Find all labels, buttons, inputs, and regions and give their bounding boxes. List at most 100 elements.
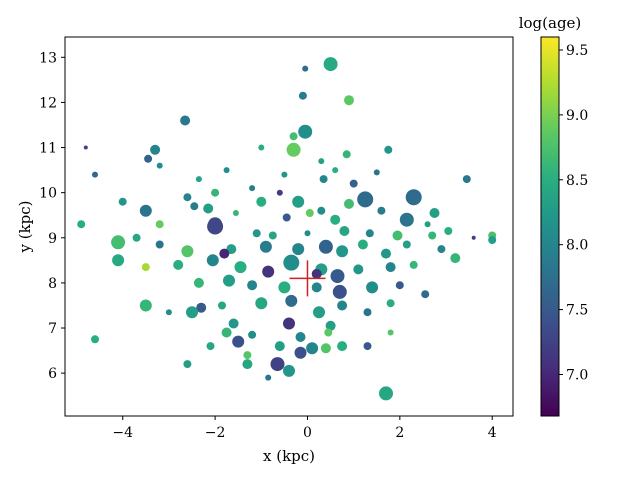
data-point [77, 220, 86, 229]
data-point [92, 171, 98, 178]
data-point [325, 320, 336, 331]
data-point [330, 214, 341, 225]
data-point [232, 210, 239, 216]
y-tick-label: 8 [48, 276, 57, 292]
data-point [319, 175, 328, 184]
data-point [139, 204, 152, 217]
data-point [405, 189, 422, 206]
data-point [91, 335, 99, 344]
data-point [252, 229, 261, 238]
data-point [270, 357, 285, 372]
data-point [283, 317, 295, 330]
data-point [298, 91, 307, 100]
data-point [349, 179, 358, 188]
y-tick-label: 10 [39, 186, 57, 202]
data-point [211, 188, 220, 197]
x-tick-label: −2 [205, 425, 226, 441]
data-point [234, 261, 247, 274]
data-point [471, 235, 476, 240]
data-point [339, 226, 350, 236]
data-point [399, 212, 414, 227]
data-point [282, 213, 291, 222]
data-point [363, 342, 372, 351]
data-point [332, 284, 347, 299]
data-point [429, 208, 440, 218]
data-point [488, 236, 497, 244]
data-point [262, 265, 275, 278]
data-point [186, 306, 198, 319]
data-point [156, 162, 163, 169]
data-point [228, 318, 239, 329]
y-tick-label: 11 [39, 141, 57, 157]
data-point [306, 342, 319, 355]
x-axis-label: x (kpc) [263, 447, 315, 465]
x-tick-label: 0 [303, 425, 312, 441]
data-point [173, 259, 184, 270]
y-tick-label: 13 [39, 50, 57, 66]
scatter-points [77, 57, 497, 401]
data-point [366, 281, 379, 294]
data-point [112, 254, 125, 267]
data-point [311, 268, 322, 279]
data-point [111, 235, 126, 250]
data-point [155, 240, 164, 249]
data-point [324, 328, 333, 337]
y-tick-label: 7 [48, 321, 57, 337]
data-point [428, 231, 437, 240]
data-point [274, 341, 285, 352]
data-point [221, 327, 232, 338]
data-point [203, 203, 214, 214]
data-point [249, 185, 256, 192]
data-point [302, 65, 309, 72]
data-point [462, 175, 471, 184]
data-point [243, 351, 252, 360]
data-point [242, 359, 253, 370]
colorbar-tick-label: 7.5 [566, 303, 588, 319]
data-point [323, 57, 338, 72]
colorbar-tick-label: 8.5 [566, 173, 588, 189]
y-tick-label: 9 [48, 231, 57, 247]
x-axis-ticks: −4 −2 0 2 4 [112, 416, 497, 441]
data-point [139, 299, 152, 312]
x-tick-label: −4 [112, 425, 133, 441]
colorbar-label: log(age) [519, 14, 582, 32]
data-point [295, 332, 306, 342]
data-point [424, 221, 431, 228]
data-point [218, 301, 226, 310]
data-point [144, 154, 153, 163]
data-point [344, 198, 354, 209]
data-point [384, 145, 393, 154]
data-point [278, 281, 291, 294]
data-point [248, 330, 257, 339]
colorbar-tick-label: 8.0 [566, 238, 588, 254]
data-point [353, 264, 364, 275]
data-point [150, 144, 161, 155]
data-point [294, 346, 307, 359]
data-point [286, 142, 301, 157]
data-point [377, 206, 386, 215]
data-point [304, 230, 311, 237]
colorbar-tick-label: 7.0 [566, 367, 588, 383]
data-point [337, 341, 348, 352]
data-point [206, 254, 219, 267]
data-point [223, 274, 235, 287]
data-point [268, 231, 277, 240]
data-point [206, 342, 215, 351]
data-point [317, 206, 326, 215]
data-point [437, 245, 446, 254]
data-point [256, 196, 267, 207]
data-point [298, 124, 313, 139]
data-point [207, 218, 224, 235]
x-tick-label: 2 [395, 425, 404, 441]
data-point [165, 309, 172, 316]
data-point [276, 189, 283, 196]
data-point [155, 220, 164, 229]
data-point [450, 253, 461, 264]
colorbar-tick-label: 9.5 [566, 43, 588, 59]
data-point [385, 262, 396, 273]
data-point [344, 95, 354, 106]
data-point [381, 248, 391, 259]
colorbar-tick-label: 9.0 [566, 108, 588, 124]
